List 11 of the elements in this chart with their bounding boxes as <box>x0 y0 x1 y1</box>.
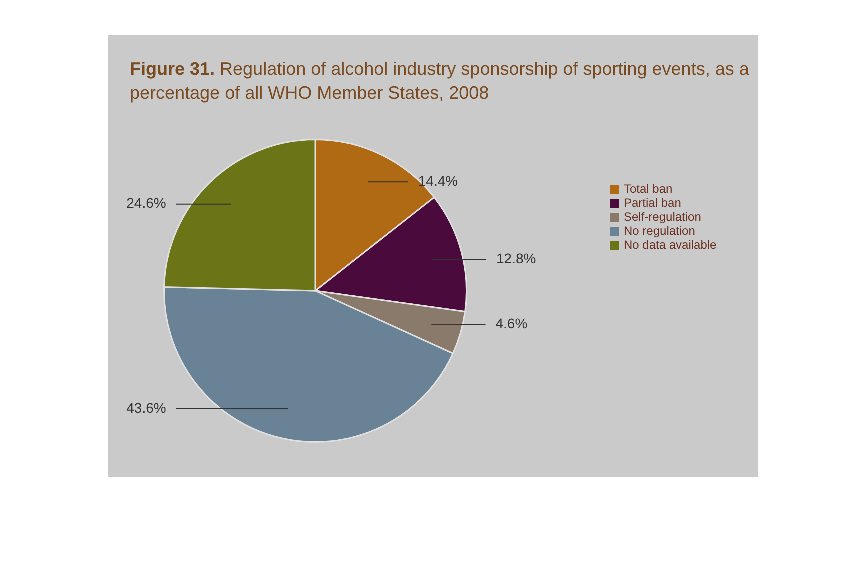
legend-label: Total ban <box>624 182 673 196</box>
legend-label: Partial ban <box>624 196 682 210</box>
data-label: 43.6% <box>126 400 166 416</box>
data-label: 14.4% <box>418 173 458 190</box>
legend-label: No data available <box>624 238 717 252</box>
data-label: 4.6% <box>496 316 528 332</box>
data-label: 24.6% <box>126 195 166 212</box>
data-label: 12.8% <box>496 250 536 266</box>
legend-label: Self-regulation <box>624 210 702 224</box>
legend-label: No regulation <box>624 224 696 238</box>
chart-title: Figure 31. Regulation of alcohol industry sponsorship of sporting events, as a percentage of all WHO Member States, 2008 <box>130 58 750 105</box>
